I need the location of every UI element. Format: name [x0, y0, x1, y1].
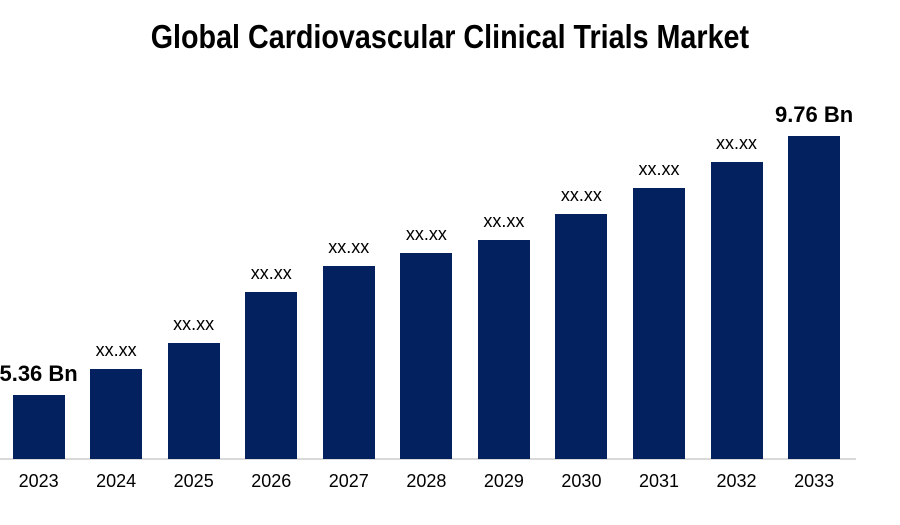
bar-2026	[245, 292, 298, 459]
bar-value-label-2029: xx.xx	[483, 211, 525, 231]
bar-value-label-2025: xx.xx	[173, 314, 215, 334]
bar-value-label-2023: 5.36 Bn	[0, 361, 78, 386]
bar-2024	[90, 369, 143, 459]
x-axis-label-2031: 2031	[638, 471, 680, 491]
bar-2023	[12, 395, 65, 459]
bar-value-label-2027: xx.xx	[328, 237, 370, 257]
bar-value-label-2031: xx.xx	[638, 159, 680, 179]
bar-2031	[633, 188, 685, 459]
x-axis-label-2032: 2032	[716, 471, 757, 491]
bar-value-label-2032: xx.xx	[716, 133, 758, 153]
chart-title: Global Cardiovascular Clinical Trials Ma…	[150, 18, 750, 55]
bar-2033	[788, 136, 841, 459]
bar-2025	[167, 343, 220, 459]
x-axis-label-2029: 2029	[483, 471, 524, 491]
x-axis-label-2025: 2025	[173, 471, 214, 491]
x-axis-label-2027: 2027	[328, 471, 369, 491]
bar-value-label-2028: xx.xx	[405, 224, 447, 244]
x-axis-label-2033: 2033	[794, 471, 835, 491]
bar-2032	[710, 162, 763, 459]
x-axis-label-2023: 2023	[18, 471, 59, 491]
chart-title-wrap: Global Cardiovascular Clinical Trials Ma…	[0, 17, 900, 57]
bar-value-label-2026: xx.xx	[250, 263, 292, 283]
x-axis-label-2026: 2026	[251, 471, 292, 491]
x-axis-label-2024: 2024	[96, 471, 137, 491]
bar-2029	[477, 240, 530, 459]
bar-2030	[555, 214, 608, 459]
bar-2028	[400, 253, 453, 459]
bar-value-label-2030: xx.xx	[560, 185, 602, 205]
x-axis-line	[0, 458, 856, 460]
x-axis-label-2030: 2030	[561, 471, 602, 491]
bar-2027	[322, 266, 375, 459]
x-axis-label-2028: 2028	[406, 471, 447, 491]
bar-value-label-2024: xx.xx	[95, 340, 137, 360]
bar-value-label-2033: 9.76 Bn	[774, 102, 854, 127]
